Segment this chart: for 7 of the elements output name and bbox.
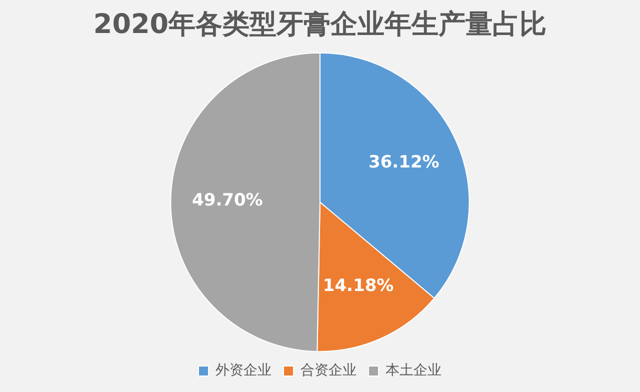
legend-label: 合资企业 bbox=[300, 362, 356, 379]
data-label: 14.18% bbox=[322, 276, 394, 296]
legend-label: 本土企业 bbox=[386, 362, 442, 379]
chart-title: 2020年各类型牙膏企业年生产量占比 bbox=[93, 9, 547, 40]
data-label: 49.70% bbox=[192, 190, 263, 211]
legend-label: 外资企业 bbox=[216, 362, 272, 379]
data-label: 36.12% bbox=[368, 152, 440, 173]
